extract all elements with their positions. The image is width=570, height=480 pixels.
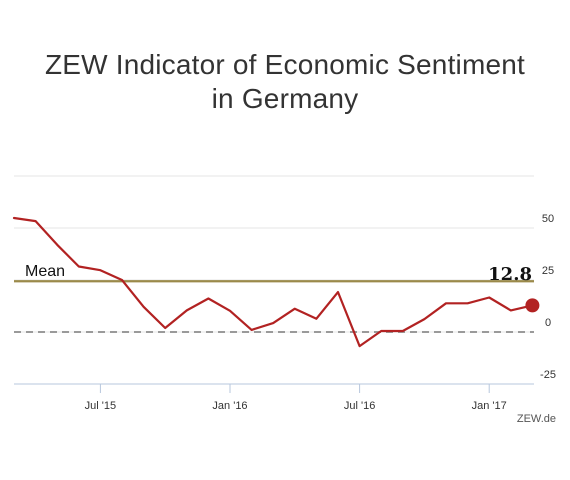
x-tick-label: Jan '17 [472, 400, 507, 412]
y-tick-label: 25 [542, 265, 554, 277]
axes: Jul '15 Jan '16 Jul '16 Jan '17 50 25 0 -25 [14, 213, 556, 412]
last-value-label: 12.8 [488, 264, 532, 285]
y-tick-label: 50 [542, 213, 554, 225]
series-line [12, 216, 534, 348]
y-tick-label: -25 [540, 369, 556, 381]
data-series [12, 216, 540, 348]
x-tick-label: Jul '16 [344, 400, 375, 412]
last-data-point [525, 298, 540, 313]
reference-lines [14, 280, 534, 333]
y-tick-label: 0 [545, 317, 551, 329]
annotations: Mean 12.8 ZEW.de [25, 263, 556, 425]
chart-title: ZEW Indicator of Economic Sentiment in G… [0, 48, 570, 116]
source-label: ZEW.de [517, 413, 556, 425]
mean-label: Mean [25, 263, 65, 280]
chart-title-line-1: ZEW Indicator of Economic Sentiment [44, 49, 526, 80]
grid-lines [14, 175, 534, 385]
chart-title-line-2: in Germany [211, 83, 359, 114]
x-tick-label: Jan '16 [212, 400, 247, 412]
x-tick-label: Jul '15 [85, 400, 116, 412]
